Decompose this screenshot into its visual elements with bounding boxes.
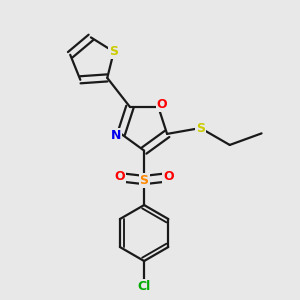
Text: Cl: Cl xyxy=(137,280,151,293)
Text: O: O xyxy=(163,170,174,183)
Text: O: O xyxy=(157,98,167,111)
Text: S: S xyxy=(140,173,148,187)
Text: N: N xyxy=(111,129,121,142)
Text: S: S xyxy=(196,122,205,134)
Text: S: S xyxy=(109,45,118,58)
Text: O: O xyxy=(115,170,125,183)
